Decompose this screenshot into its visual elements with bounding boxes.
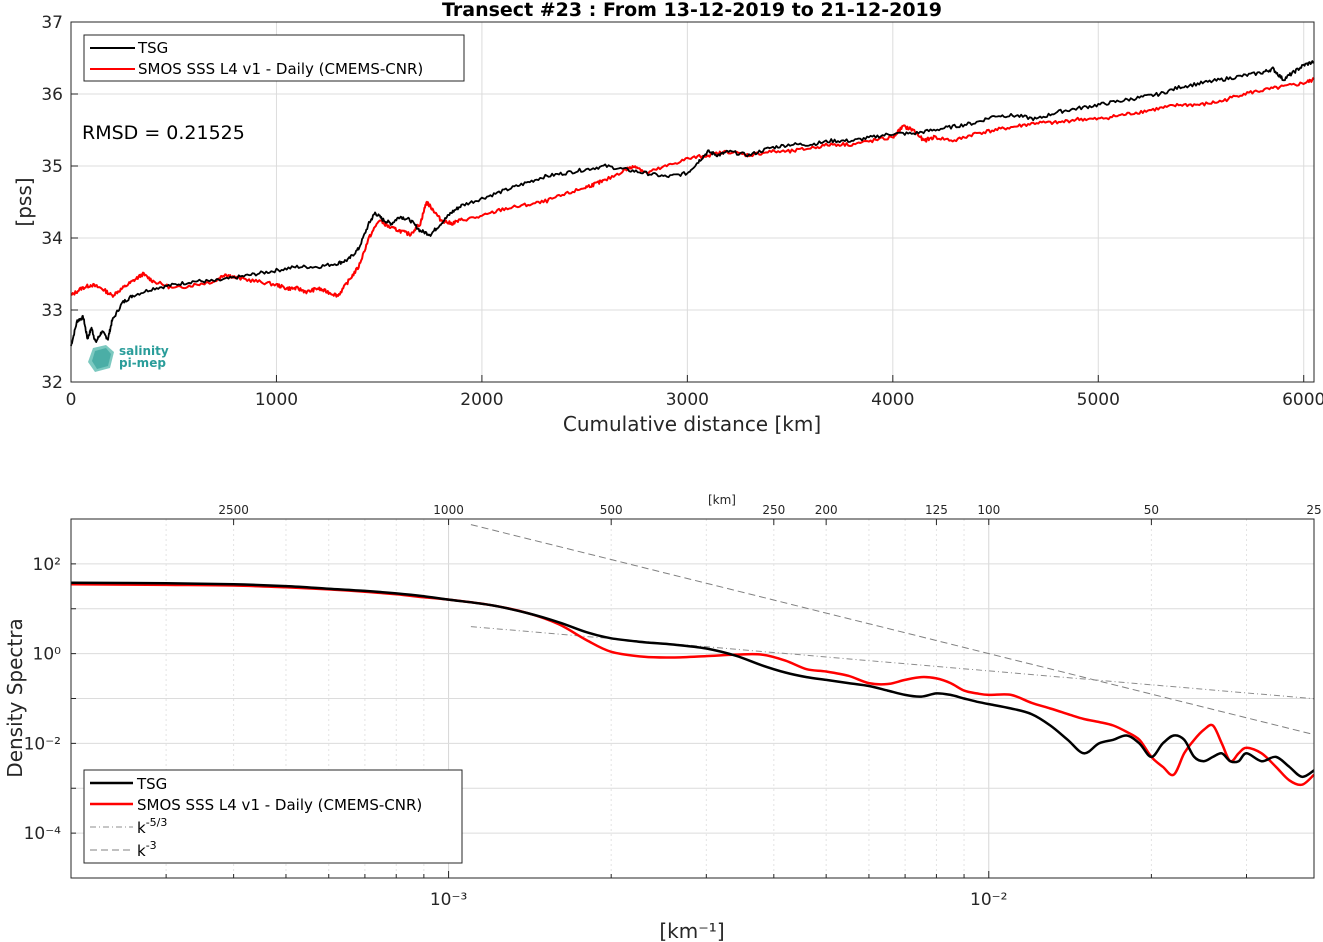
bottom-top-tick-label: 2500 — [218, 503, 249, 517]
bottom-series-tsg-line — [70, 581, 1315, 779]
salinity-transect-chart: Transect #23 : From 13-12-2019 to 21-12-… — [12, 0, 1323, 436]
chart-title: Transect #23 : From 13-12-2019 to 21-12-… — [442, 0, 942, 21]
bottom-y-tick-label: 10² — [33, 555, 61, 575]
top-y-ticks: 32 33 34 35 36 37 — [41, 13, 78, 393]
rmsd-annotation: RMSD = 0.21525 — [82, 122, 245, 144]
logo-line2: pi-mep — [119, 356, 166, 370]
top-series-tsg-line — [70, 60, 1315, 347]
top-plot-frame — [70, 21, 1315, 383]
top-y-tick-label: 35 — [41, 157, 63, 177]
top-legend-label-smos: SMOS SSS L4 v1 - Daily (CMEMS-CNR) — [138, 60, 423, 78]
top-y-tick-label: 34 — [41, 229, 63, 249]
bottom-top-tick-label: 125 — [925, 503, 948, 517]
top-x-tick-label: 3000 — [666, 390, 709, 410]
top-legend-box — [83, 34, 465, 82]
bottom-x-ticks: 10⁻³ 10⁻² — [165, 871, 1248, 910]
logo-mark-icon — [88, 345, 114, 372]
bottom-top-tick-label: 1000 — [433, 503, 464, 517]
top-y-tick-label: 37 — [41, 13, 63, 33]
top-series-group — [70, 60, 1315, 347]
bottom-y-ticks: 10⁻⁴ 10⁻² 10⁰ 10² — [24, 518, 76, 879]
bottom-legend-box — [83, 769, 463, 864]
top-x-axis-label: Cumulative distance [km] — [563, 412, 821, 436]
bottom-legend-label-k3: k-3 — [137, 839, 157, 860]
top-x-tick-label: 2000 — [460, 390, 503, 410]
bottom-top-tick-label: 200 — [815, 503, 838, 517]
bottom-series-group — [70, 524, 1315, 787]
top-legend: TSG SMOS SSS L4 v1 - Daily (CMEMS-CNR) — [83, 34, 465, 82]
bottom-series-k3-line — [470, 524, 1315, 736]
bottom-y-tick-label: 10⁰ — [33, 645, 62, 665]
top-grid — [71, 22, 1314, 382]
bottom-top-tick-label: 250 — [762, 503, 785, 517]
top-x-tick-label: 1000 — [255, 390, 298, 410]
top-y-tick-label: 32 — [41, 373, 63, 393]
top-x-tick-label: 4000 — [871, 390, 914, 410]
top-plot-area — [71, 22, 1314, 382]
top-x-ticks: 0 1000 2000 3000 4000 5000 6000 — [66, 375, 1323, 410]
top-y-tick-label: 33 — [41, 301, 63, 321]
bottom-top-tick-label: 25 — [1306, 503, 1321, 517]
bottom-top-tick-label: 100 — [977, 503, 1000, 517]
logo-line1: salinity — [119, 344, 169, 358]
bottom-legend-label-smos: SMOS SSS L4 v1 - Daily (CMEMS-CNR) — [137, 796, 422, 814]
top-x-tick-label: 0 — [66, 390, 77, 410]
top-x-tick-label: 5000 — [1077, 390, 1120, 410]
salinity-pi-mep-logo: salinity pi-mep — [88, 344, 169, 372]
bottom-y-axis-label: Density Spectra — [3, 618, 27, 777]
bottom-top-tick-label: 500 — [600, 503, 623, 517]
bottom-legend-label-k53: k-5/3 — [137, 816, 167, 837]
top-y-axis-label: [pss] — [12, 177, 36, 226]
bottom-legend: TSG SMOS SSS L4 v1 - Daily (CMEMS-CNR) k… — [83, 769, 463, 864]
top-x-tick-label: 6000 — [1282, 390, 1323, 410]
bottom-x-axis-label: [km⁻¹] — [659, 919, 724, 942]
top-axis-unit-label: [km] — [708, 493, 736, 507]
top-series-smos-line — [70, 77, 1315, 298]
bottom-x-tick-label: 10⁻³ — [430, 890, 467, 910]
bottom-top-tick-label: 50 — [1144, 503, 1159, 517]
top-y-tick-label: 36 — [41, 85, 63, 105]
bottom-top-km-ticks: 2500 1000 500 250 200 125 100 50 25 — [218, 503, 1322, 525]
bottom-legend-label-tsg: TSG — [136, 775, 167, 793]
bottom-y-tick-label: 10⁻² — [24, 734, 61, 754]
bottom-y-tick-label: 10⁻⁴ — [24, 824, 62, 844]
top-legend-label-tsg: TSG — [137, 39, 168, 57]
bottom-series-k53-line — [470, 626, 1315, 700]
bottom-x-tick-label: 10⁻² — [970, 890, 1007, 910]
density-spectra-chart: [km] 10⁻³ 10⁻² 10⁻⁴ 10⁻² 10⁰ 10² 2500 1000 500… — [3, 493, 1322, 942]
